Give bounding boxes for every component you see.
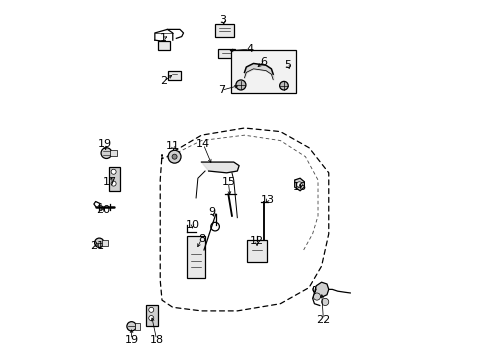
FancyBboxPatch shape [158, 41, 169, 50]
Text: 12: 12 [249, 236, 264, 246]
Text: 3: 3 [219, 15, 226, 26]
Polygon shape [294, 178, 304, 191]
Text: 4: 4 [246, 44, 253, 54]
Text: 6: 6 [260, 57, 267, 67]
Text: 21: 21 [90, 241, 104, 251]
FancyBboxPatch shape [218, 49, 235, 58]
Text: 8: 8 [198, 234, 204, 244]
Text: 5: 5 [284, 60, 290, 70]
Circle shape [126, 321, 136, 331]
Circle shape [321, 298, 328, 306]
FancyBboxPatch shape [230, 50, 295, 93]
Text: 16: 16 [292, 182, 306, 192]
FancyBboxPatch shape [168, 71, 180, 80]
Circle shape [279, 81, 287, 90]
Text: 20: 20 [96, 206, 110, 216]
Text: 11: 11 [165, 141, 180, 151]
Circle shape [296, 182, 302, 188]
Circle shape [172, 154, 177, 159]
Polygon shape [201, 162, 239, 173]
Circle shape [94, 238, 104, 247]
Text: 1: 1 [160, 33, 167, 43]
Polygon shape [314, 282, 328, 297]
FancyBboxPatch shape [135, 323, 140, 329]
Text: 13: 13 [260, 195, 274, 205]
Text: 22: 22 [316, 315, 330, 325]
Text: 7: 7 [217, 85, 224, 95]
Text: 2: 2 [160, 76, 167, 86]
Circle shape [148, 316, 153, 320]
Circle shape [111, 181, 116, 186]
FancyBboxPatch shape [246, 240, 266, 262]
Circle shape [148, 307, 153, 312]
FancyBboxPatch shape [215, 24, 234, 37]
Text: 18: 18 [149, 334, 163, 345]
Circle shape [111, 169, 116, 174]
FancyBboxPatch shape [146, 305, 158, 326]
Text: 19: 19 [124, 334, 138, 345]
FancyBboxPatch shape [110, 150, 117, 156]
FancyBboxPatch shape [187, 236, 204, 278]
Text: 15: 15 [221, 177, 235, 187]
Text: 14: 14 [196, 139, 210, 149]
FancyBboxPatch shape [108, 167, 120, 192]
Text: 10: 10 [185, 220, 199, 230]
Text: 9: 9 [208, 207, 215, 217]
Text: 19: 19 [98, 139, 111, 149]
Circle shape [235, 80, 245, 90]
FancyBboxPatch shape [102, 239, 108, 246]
Text: 17: 17 [103, 177, 117, 187]
Circle shape [101, 148, 112, 158]
Circle shape [313, 293, 320, 300]
Circle shape [168, 150, 181, 163]
